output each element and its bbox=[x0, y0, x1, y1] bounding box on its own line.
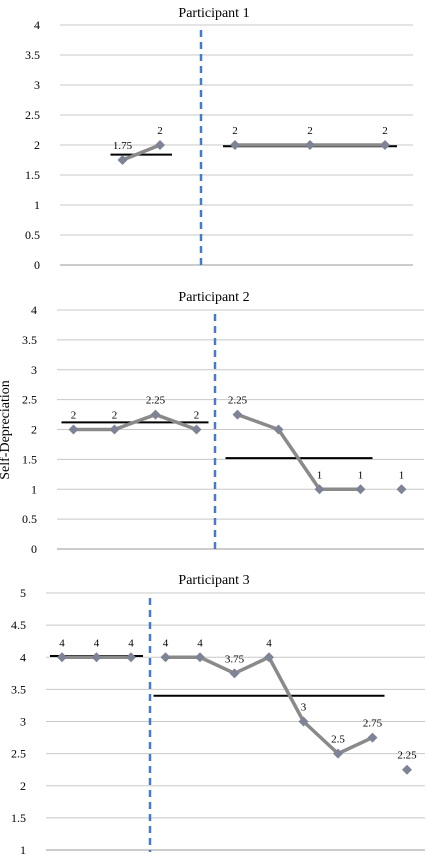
data-point bbox=[229, 668, 240, 679]
data-point bbox=[396, 484, 407, 495]
data-label: 2 bbox=[112, 410, 118, 422]
data-label: 2.25 bbox=[397, 750, 417, 762]
data-label: 2.5 bbox=[331, 734, 345, 746]
data-point bbox=[314, 484, 325, 495]
data-point bbox=[333, 748, 343, 759]
data-point bbox=[305, 140, 315, 150]
y-tick-label: 2.5 bbox=[22, 393, 37, 407]
y-tick-label: 3.5 bbox=[25, 48, 40, 62]
data-label: 1 bbox=[399, 469, 405, 481]
data-point bbox=[230, 140, 240, 150]
data-point bbox=[367, 732, 378, 743]
y-tick-label: 1.5 bbox=[25, 168, 40, 182]
y-tick-label: 1.5 bbox=[22, 452, 37, 466]
y-tick-label: 2 bbox=[20, 779, 26, 793]
data-label: 2 bbox=[382, 125, 388, 137]
data-point bbox=[155, 140, 165, 150]
y-tick-label: 0.5 bbox=[25, 228, 40, 242]
data-label: 1.75 bbox=[113, 140, 133, 152]
data-label: 1 bbox=[317, 469, 323, 481]
data-point bbox=[264, 652, 274, 663]
y-tick-label: 3.5 bbox=[22, 333, 37, 347]
y-tick-label: 0 bbox=[31, 542, 37, 556]
data-point bbox=[298, 716, 309, 727]
chart-title: Participant 2 bbox=[178, 290, 249, 305]
data-point bbox=[117, 155, 128, 165]
y-tick-label: 1 bbox=[34, 198, 40, 212]
data-label: 3.75 bbox=[225, 653, 245, 665]
chart-title: Participant 3 bbox=[178, 573, 249, 588]
y-tick-label: 3.5 bbox=[11, 682, 26, 696]
data-label: 1 bbox=[358, 469, 364, 481]
y-tick-label: 5 bbox=[20, 586, 26, 600]
data-point bbox=[191, 424, 202, 435]
data-point bbox=[68, 424, 79, 435]
y-tick-label: 4.5 bbox=[11, 618, 26, 632]
data-point bbox=[91, 652, 102, 663]
y-tick-label: 2.5 bbox=[25, 108, 40, 122]
data-label: 4 bbox=[197, 637, 203, 649]
data-point bbox=[402, 764, 412, 775]
data-point bbox=[160, 652, 171, 663]
y-tick-label: 4 bbox=[31, 303, 37, 317]
series-line bbox=[121, 143, 161, 162]
data-point bbox=[57, 652, 67, 663]
data-point bbox=[126, 652, 136, 663]
data-label: 2 bbox=[232, 125, 238, 137]
y-tick-label: 1 bbox=[20, 843, 26, 857]
data-point bbox=[109, 424, 120, 435]
y-tick-label: 4 bbox=[34, 18, 40, 32]
series-line bbox=[73, 412, 198, 432]
y-tick-label: 3 bbox=[20, 715, 26, 729]
data-label: 2 bbox=[307, 125, 313, 137]
data-label: 2 bbox=[194, 410, 200, 422]
y-tick-label: 4 bbox=[20, 650, 26, 664]
y-tick-label: 1 bbox=[31, 482, 37, 496]
data-label: 4 bbox=[163, 637, 169, 649]
y-axis-label: Self-Depreciation bbox=[0, 380, 13, 480]
data-label: 2.75 bbox=[363, 718, 383, 730]
y-tick-label: 3 bbox=[31, 363, 37, 377]
y-tick-label: 1.5 bbox=[11, 811, 26, 825]
data-point bbox=[273, 424, 284, 435]
data-label: 3 bbox=[301, 702, 307, 714]
data-point bbox=[150, 409, 161, 420]
data-label: 4 bbox=[94, 637, 100, 649]
y-tick-label: 3 bbox=[34, 78, 40, 92]
y-tick-label: 0.5 bbox=[22, 512, 37, 526]
data-label: 4 bbox=[266, 637, 272, 649]
data-point bbox=[380, 140, 390, 150]
data-point bbox=[232, 409, 243, 420]
data-label: 2 bbox=[71, 410, 77, 422]
y-tick-label: 2 bbox=[34, 138, 40, 152]
data-label: 2.25 bbox=[146, 395, 166, 407]
y-tick-label: 2.5 bbox=[11, 747, 26, 761]
data-point bbox=[355, 484, 366, 495]
data-label: 4 bbox=[59, 637, 65, 649]
data-label: 4 bbox=[128, 637, 134, 649]
y-tick-label: 0 bbox=[34, 258, 40, 272]
chart-title: Participant 1 bbox=[178, 6, 249, 21]
y-tick-label: 2 bbox=[31, 423, 37, 437]
data-point bbox=[195, 652, 205, 663]
data-label: 2.25 bbox=[228, 395, 248, 407]
series-line bbox=[236, 412, 361, 491]
data-label: 2 bbox=[157, 125, 163, 137]
